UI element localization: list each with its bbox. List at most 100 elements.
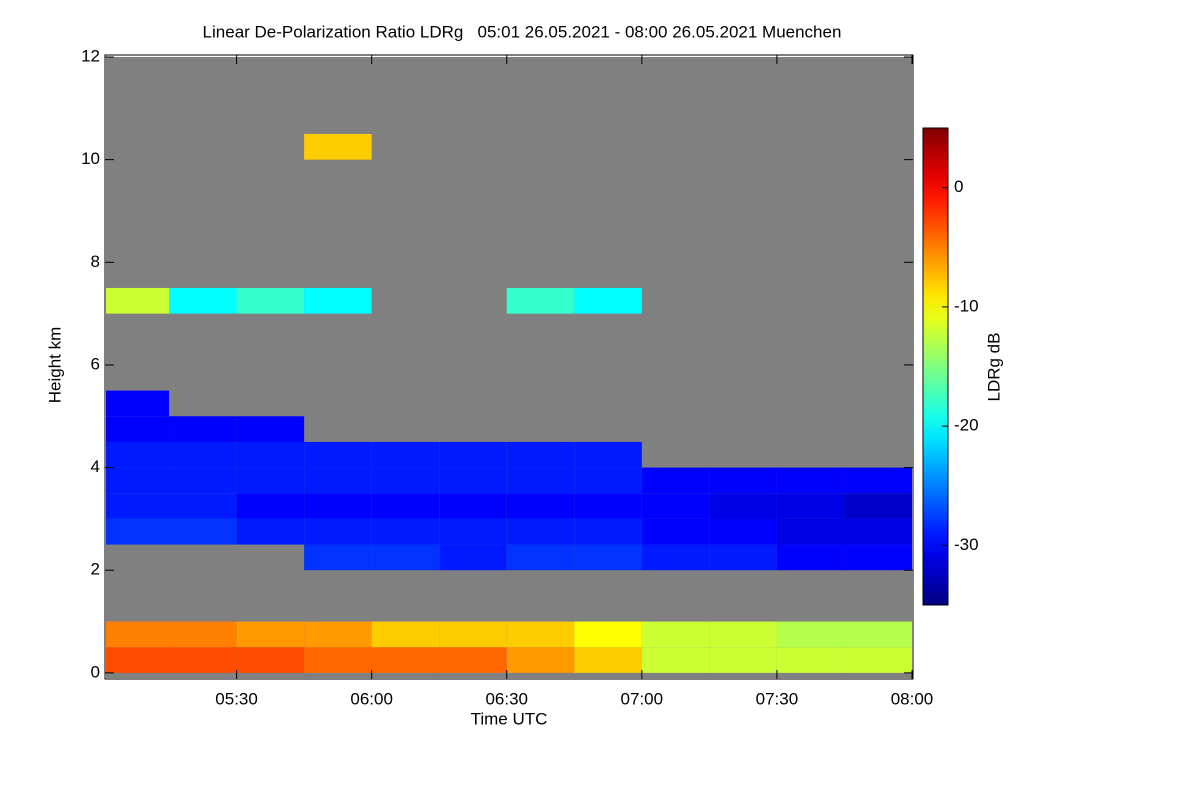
colorbar-tick-label: -20 [954, 416, 979, 435]
y-tick-label: 12 [81, 46, 100, 65]
y-tick-label: 6 [91, 354, 100, 373]
colorbar-label: LDRg dB [984, 333, 1003, 402]
heatmap-cell [169, 493, 237, 519]
heatmap-cell [574, 621, 642, 648]
x-tick-label: 05:30 [215, 689, 258, 708]
heatmap-cell [236, 467, 305, 494]
heatmap-cell [641, 467, 710, 494]
heatmap-cell [106, 493, 170, 519]
heatmap-cell [106, 441, 170, 468]
heatmap-cell [506, 518, 575, 545]
colorbar-tick-label: -30 [954, 535, 979, 554]
heatmap-cell [439, 441, 507, 468]
x-axis-label: Time UTC [471, 709, 548, 728]
heatmap-cell [304, 647, 372, 673]
heatmap-cell [304, 287, 372, 314]
heatmap-cell [844, 518, 912, 545]
heatmap-cell [844, 647, 912, 673]
heatmap-cell [709, 544, 777, 571]
heatmap-cell [641, 647, 710, 673]
heatmap-cell [236, 441, 305, 468]
heatmap-cell [169, 518, 237, 545]
heatmap-cell [709, 518, 777, 545]
heatmap-cell [709, 467, 777, 494]
heatmap-cell [169, 441, 237, 468]
y-tick-label: 10 [81, 149, 100, 168]
heatmap-cell [641, 621, 710, 648]
heatmap-cell [371, 441, 440, 468]
heatmap-cell [236, 416, 305, 442]
plot-background [106, 57, 912, 678]
heatmap-cell [506, 621, 575, 648]
heatmap-cell [574, 441, 642, 468]
heatmap-cell [574, 518, 642, 545]
x-tick-label: 06:30 [485, 689, 528, 708]
heatmap-cell [371, 647, 440, 673]
heatmap-cell [371, 544, 440, 571]
heatmap-cell [844, 467, 912, 494]
heatmap-cell [106, 416, 170, 442]
heatmap-cell [169, 621, 237, 648]
x-tick-label: 07:00 [621, 689, 664, 708]
heatmap-cell [371, 518, 440, 545]
heatmap-cell [506, 441, 575, 468]
heatmap-cell [506, 287, 575, 314]
heatmap-cell [106, 647, 170, 673]
heatmap-cell [439, 467, 507, 494]
heatmap-cell [371, 467, 440, 494]
x-tick-label: 07:30 [756, 689, 799, 708]
heatmap-cell [506, 544, 575, 571]
heatmap-cell [506, 647, 575, 673]
heatmap-cell [106, 287, 170, 314]
heatmap-cell [236, 621, 305, 648]
heatmap-cell [439, 621, 507, 648]
heatmap-cell [574, 467, 642, 494]
heatmap-cell [776, 518, 845, 545]
heatmap-cell [169, 467, 237, 494]
heatmap-cell [506, 493, 575, 519]
heatmap-cell [776, 493, 845, 519]
heatmap-cell [169, 416, 237, 442]
heatmap-cell [169, 287, 237, 314]
heatmap-cell [574, 647, 642, 673]
heatmap-cell [371, 621, 440, 648]
heatmap-cell [641, 518, 710, 545]
heatmap-cell [169, 647, 237, 673]
heatmap-cell [236, 518, 305, 545]
heatmap-cell [236, 493, 305, 519]
heatmap-cell [709, 647, 777, 673]
heatmap-cell [236, 287, 305, 314]
heatmap-cell [776, 467, 845, 494]
y-tick-label: 4 [91, 457, 100, 476]
heatmap-cell [844, 621, 912, 648]
heatmap-cell [304, 518, 372, 545]
heatmap-cell [776, 647, 845, 673]
heatmap-cell [304, 544, 372, 571]
heatmap-cell [641, 544, 710, 571]
y-tick-label: 2 [91, 560, 100, 579]
heatmap-cell [439, 493, 507, 519]
colorbar-tick-label: -10 [954, 296, 979, 315]
heatmap-cell [844, 544, 912, 571]
heatmap-cell [106, 467, 170, 494]
heatmap-cell [106, 621, 170, 648]
heatmap-cell [304, 621, 372, 648]
heatmap-cell [776, 621, 845, 648]
heatmap-cell [304, 441, 372, 468]
heatmap-cell [236, 647, 305, 673]
y-tick-label: 0 [91, 662, 100, 681]
colorbar [922, 127, 949, 606]
heatmap-cell [709, 493, 777, 519]
heatmap-cell [439, 544, 507, 571]
heatmap-cell [641, 493, 710, 519]
heatmap-cell [776, 544, 845, 571]
colorbar-tick-label: 0 [954, 177, 963, 196]
plot-frame [104, 54, 914, 680]
chart-title: Linear De-Polarization Ratio LDRg 05:01 … [203, 22, 842, 41]
y-tick-label: 8 [91, 252, 100, 271]
x-tick-label: 08:00 [891, 689, 934, 708]
heatmap-cell [371, 493, 440, 519]
heatmap-cell [106, 518, 170, 545]
